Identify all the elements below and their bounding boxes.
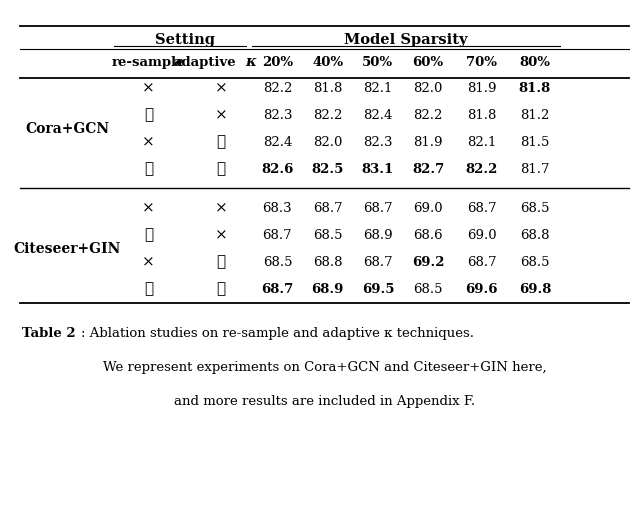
Text: Citeseer+GIN: Citeseer+GIN bbox=[13, 241, 121, 256]
Text: 82.0: 82.0 bbox=[413, 81, 443, 94]
Text: 68.7: 68.7 bbox=[261, 282, 294, 295]
Text: 68.7: 68.7 bbox=[467, 256, 497, 268]
Text: : Ablation studies on re-sample and adaptive κ techniques.: : Ablation studies on re-sample and adap… bbox=[81, 326, 474, 339]
Text: ✓: ✓ bbox=[216, 282, 225, 296]
Text: ✓: ✓ bbox=[144, 108, 153, 122]
Text: 82.4: 82.4 bbox=[263, 135, 292, 148]
Text: 69.0: 69.0 bbox=[467, 228, 497, 241]
Text: re-sample: re-sample bbox=[112, 56, 186, 69]
Text: 70%: 70% bbox=[466, 56, 497, 69]
Text: ×: × bbox=[142, 201, 155, 215]
Text: ✓: ✓ bbox=[144, 282, 153, 296]
Text: 69.8: 69.8 bbox=[519, 282, 551, 295]
Text: 68.3: 68.3 bbox=[262, 201, 292, 214]
Text: 50%: 50% bbox=[362, 56, 394, 69]
Text: 68.5: 68.5 bbox=[413, 282, 443, 295]
Text: 82.1: 82.1 bbox=[467, 135, 496, 148]
Text: ×: × bbox=[142, 255, 155, 269]
Text: ×: × bbox=[214, 108, 227, 122]
Text: adaptive: adaptive bbox=[174, 56, 237, 69]
Text: 69.5: 69.5 bbox=[362, 282, 394, 295]
Text: 81.8: 81.8 bbox=[313, 81, 342, 94]
Text: Cora+GCN: Cora+GCN bbox=[25, 121, 109, 135]
Text: 82.0: 82.0 bbox=[313, 135, 342, 148]
Text: 68.8: 68.8 bbox=[520, 228, 550, 241]
Text: 82.4: 82.4 bbox=[364, 109, 392, 121]
Text: 68.7: 68.7 bbox=[363, 201, 393, 214]
Text: 68.7: 68.7 bbox=[313, 201, 342, 214]
Text: 82.2: 82.2 bbox=[413, 109, 443, 121]
Text: 82.3: 82.3 bbox=[262, 109, 292, 121]
Text: Model Sparsity: Model Sparsity bbox=[344, 33, 468, 46]
Text: 80%: 80% bbox=[520, 56, 550, 69]
Text: and more results are included in Appendix F.: and more results are included in Appendi… bbox=[174, 394, 475, 408]
Text: 81.9: 81.9 bbox=[413, 135, 443, 148]
Text: 82.7: 82.7 bbox=[412, 162, 444, 175]
Text: 82.2: 82.2 bbox=[313, 109, 342, 121]
Text: 68.6: 68.6 bbox=[413, 228, 443, 241]
Text: ✓: ✓ bbox=[216, 255, 225, 269]
Text: 82.2: 82.2 bbox=[263, 81, 292, 94]
Text: ×: × bbox=[214, 201, 227, 215]
Text: 69.0: 69.0 bbox=[413, 201, 443, 214]
Text: 83.1: 83.1 bbox=[362, 162, 394, 175]
Text: Table 2: Table 2 bbox=[22, 326, 76, 339]
Text: 82.6: 82.6 bbox=[261, 162, 294, 175]
Text: 81.2: 81.2 bbox=[520, 109, 550, 121]
Text: 68.7: 68.7 bbox=[262, 228, 292, 241]
Text: 69.6: 69.6 bbox=[465, 282, 498, 295]
Text: 68.5: 68.5 bbox=[313, 228, 342, 241]
Text: We represent experiments on Cora+GCN and Citeseer+GIN here,: We represent experiments on Cora+GCN and… bbox=[102, 360, 547, 373]
Text: ✓: ✓ bbox=[144, 228, 153, 242]
Text: ×: × bbox=[214, 81, 227, 95]
Text: 60%: 60% bbox=[413, 56, 444, 69]
Text: 81.8: 81.8 bbox=[519, 81, 551, 94]
Text: 40%: 40% bbox=[312, 56, 343, 69]
Text: 68.5: 68.5 bbox=[520, 201, 550, 214]
Text: 68.7: 68.7 bbox=[363, 256, 393, 268]
Text: ×: × bbox=[214, 228, 227, 242]
Text: ✓: ✓ bbox=[144, 162, 153, 176]
Text: ×: × bbox=[142, 81, 155, 95]
Text: 81.9: 81.9 bbox=[467, 81, 496, 94]
Text: 68.8: 68.8 bbox=[313, 256, 342, 268]
Text: 82.2: 82.2 bbox=[465, 162, 498, 175]
Text: 68.7: 68.7 bbox=[467, 201, 497, 214]
Text: κ: κ bbox=[246, 56, 257, 69]
Text: 68.5: 68.5 bbox=[262, 256, 292, 268]
Text: 69.2: 69.2 bbox=[412, 256, 444, 268]
Text: 20%: 20% bbox=[262, 56, 293, 69]
Text: 81.5: 81.5 bbox=[520, 135, 550, 148]
Text: 82.3: 82.3 bbox=[363, 135, 393, 148]
Text: ✓: ✓ bbox=[216, 135, 225, 149]
Text: 68.9: 68.9 bbox=[363, 228, 393, 241]
Text: 82.1: 82.1 bbox=[364, 81, 392, 94]
Text: Setting: Setting bbox=[155, 33, 215, 46]
Text: ✓: ✓ bbox=[216, 162, 225, 176]
Text: 81.7: 81.7 bbox=[520, 162, 550, 175]
Text: ×: × bbox=[142, 135, 155, 149]
Text: 82.5: 82.5 bbox=[312, 162, 344, 175]
Text: 68.9: 68.9 bbox=[312, 282, 344, 295]
Text: 81.8: 81.8 bbox=[467, 109, 496, 121]
Text: 68.5: 68.5 bbox=[520, 256, 550, 268]
